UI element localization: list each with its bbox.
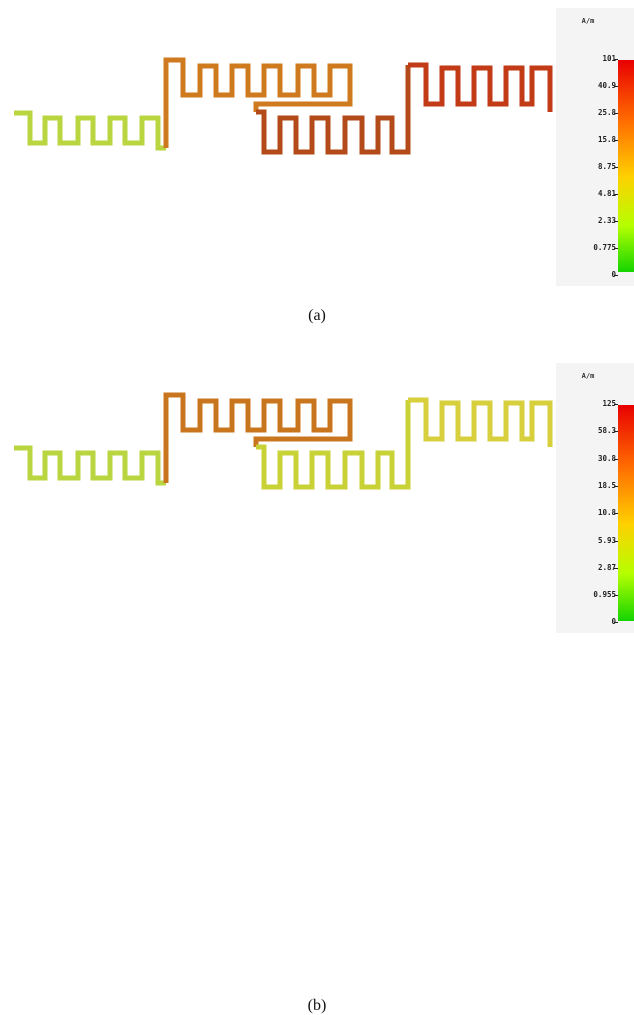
right-meander-b xyxy=(408,397,553,447)
legend-tick-mark xyxy=(614,595,618,597)
legend-tick-mark xyxy=(614,113,618,114)
legend-tick-label: 8.75 xyxy=(597,162,616,171)
legend-tick-mark xyxy=(614,622,618,624)
upper-meander-b xyxy=(163,392,353,483)
legend-tick-mark xyxy=(614,431,618,433)
legend-tick-label: 15.8 xyxy=(597,135,616,144)
right-meander-a xyxy=(408,62,553,112)
legend-tick-label: 18.5 xyxy=(597,480,616,490)
legend-tick-label: 58.3 xyxy=(597,426,616,436)
legend-tick-label: 0.775 xyxy=(593,243,616,252)
legend-tick-mark xyxy=(614,248,618,249)
legend-tick-mark xyxy=(614,404,618,405)
color-legend-b: A/m 125 58.3 30.8 18.5 10.8 5.93 2.87 0.955 0 xyxy=(556,363,634,633)
left-meander-b xyxy=(14,445,166,486)
legend-tick-label: 125 xyxy=(602,399,616,408)
legend-tick-mark xyxy=(614,221,618,222)
field-plot-panel-b: A/m 125 58.3 30.8 18.5 10.8 5.93 2.87 0.955 0 (b… xyxy=(0,355,634,1014)
legend-tick-label: 0.955 xyxy=(593,590,616,600)
legend-tick-label: 10.8 xyxy=(597,508,616,518)
lower-meander-a xyxy=(256,65,411,155)
legend-tick-mark xyxy=(614,567,618,569)
legend-tick-label: 4.81 xyxy=(597,189,616,198)
caption-b: (b) xyxy=(307,997,327,1014)
legend-tick-mark xyxy=(614,86,618,87)
legend-unit-b: A/m xyxy=(581,372,595,380)
left-meander-a xyxy=(14,110,166,151)
legend-tick-label: 0 xyxy=(611,271,616,279)
legend-tick-label: 5.93 xyxy=(597,535,616,545)
lower-meander-b xyxy=(256,400,411,490)
color-legend-a: A/m 101 40.9 25.8 15.8 8.75 4.81 2.33 0.775 0 xyxy=(556,8,634,286)
legend-tick-mark xyxy=(614,167,618,168)
legend-unit-a: A/m xyxy=(581,17,595,25)
legend-tick-label: 0 xyxy=(611,618,616,626)
meander-antenna-b xyxy=(14,392,553,490)
legend-colorbar-b xyxy=(618,405,634,621)
caption-a: (a) xyxy=(308,307,326,324)
legend-tick-label: 30.8 xyxy=(597,453,616,463)
upper-meander-a xyxy=(163,57,353,148)
legend-tick-label: 2.87 xyxy=(597,562,616,572)
legend-tick-label: 101 xyxy=(602,54,616,63)
legend-tick-label: 2.33 xyxy=(597,216,616,225)
meander-antenna-a xyxy=(14,57,553,155)
legend-tick-mark xyxy=(614,275,618,276)
legend-colorbar-a xyxy=(618,60,634,272)
field-plot-panel-a: A/m 101 40.9 25.8 15.8 8.75 4.81 2.33 0.775 0 (a… xyxy=(0,0,634,324)
legend-tick-mark xyxy=(614,194,618,195)
legend-tick-mark xyxy=(614,59,618,60)
legend-tick-mark xyxy=(614,140,618,141)
legend-tick-mark xyxy=(614,458,618,460)
legend-tick-mark xyxy=(614,485,618,487)
legend-tick-label: 25.8 xyxy=(597,108,616,117)
legend-tick-label: 40.9 xyxy=(597,81,616,90)
legend-tick-mark xyxy=(614,540,618,542)
legend-tick-mark xyxy=(614,513,618,515)
